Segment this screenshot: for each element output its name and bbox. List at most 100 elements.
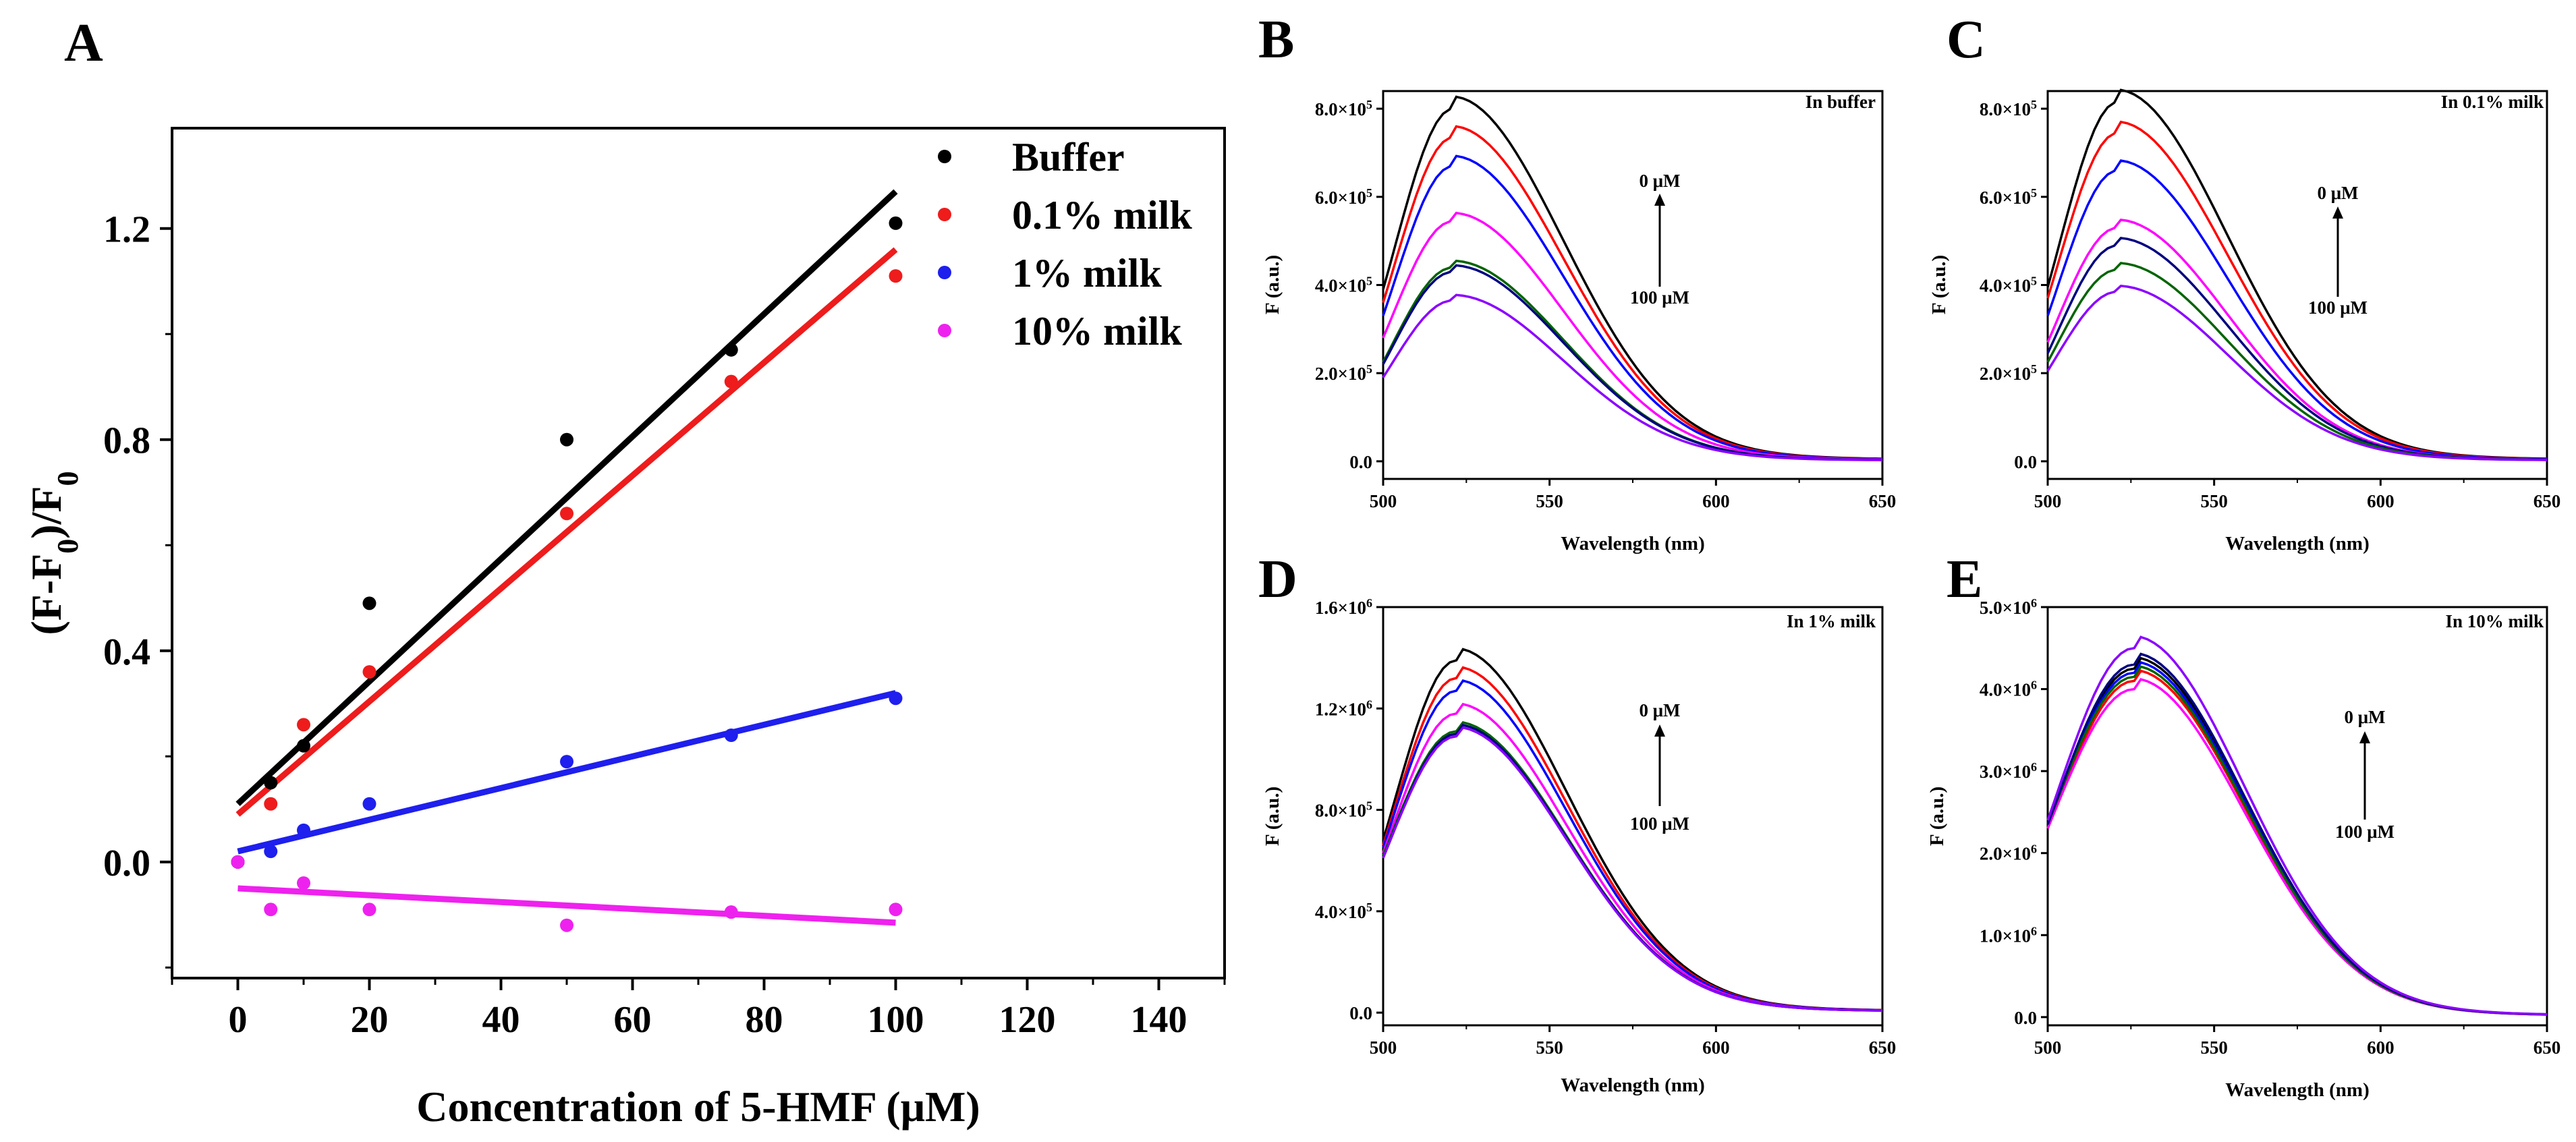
panel-a-ytick-label: 0.8	[103, 420, 150, 462]
panel-a-xtick-label: 80	[746, 999, 783, 1041]
panel-a-data-point	[297, 739, 310, 753]
panel-d-ytick-label: 4.0×105	[1315, 901, 1372, 922]
panel-c-xtick-label: 500	[2034, 491, 2062, 511]
panel-d-ytick-label: 1.2×106	[1315, 697, 1372, 719]
panel-a-fit-line	[235, 189, 898, 807]
panel-b-spectrum-line	[1382, 95, 1883, 460]
panel-d: D 500 550 600 650 0.0 4.0×105 8.0×105 1.2×106 1.…	[1258, 550, 1896, 1096]
panel-e-spectrum-line	[2046, 652, 2548, 1016]
panel-c-letter: C	[1947, 10, 1986, 69]
panel-a-data-point	[297, 876, 310, 890]
panel-a-xtick-label: 120	[999, 999, 1056, 1041]
panel-a-xtick-label: 40	[482, 999, 520, 1041]
panel-d-arrow-bottom-label: 100 μM	[1630, 813, 1689, 834]
panel-c-xlabel: Wavelength (nm)	[2225, 533, 2369, 554]
panel-a-legend-label: Buffer	[1012, 135, 1125, 179]
panel-e-xtick-label: 500	[2034, 1037, 2062, 1058]
panel-c-ytick-label: 4.0×105	[1980, 275, 2037, 296]
panel-b-arrow-head-icon	[1654, 194, 1665, 206]
panel-d-spectrum-line	[1382, 702, 1883, 1012]
panel-a-data-point	[231, 855, 245, 869]
panel-a-letter: A	[64, 13, 103, 73]
panel-a-data-point	[889, 216, 903, 230]
panel-a-legend-label: 10% milk	[1012, 309, 1182, 353]
panel-a-fit-line	[235, 247, 898, 817]
panel-e-spectrum-line	[2046, 665, 2548, 1016]
panel-d-ytick-label: 0.0	[1349, 1003, 1372, 1023]
panel-b: B 500 550 600 650 0.0 2.0×105 4.0×105 6.0×105 8.…	[1258, 10, 1896, 554]
panel-d-letter: D	[1258, 550, 1297, 609]
panel-b-ytick-label: 0.0	[1349, 452, 1372, 472]
panel-b-annotation: In buffer	[1805, 92, 1876, 112]
panel-d-spectrum-line	[1382, 723, 1883, 1012]
panel-c-xtick-label: 650	[2533, 491, 2561, 511]
panel-c-spectrum-line	[2046, 219, 2548, 461]
panel-a-data-point	[560, 432, 573, 447]
panel-b-ytick-label: 8.0×105	[1315, 98, 1372, 119]
panel-c-annotation: In 0.1% milk	[2441, 92, 2544, 112]
panel-e-annotation: In 10% milk	[2445, 611, 2544, 631]
panel-e-letter: E	[1947, 550, 1982, 609]
panel-b-spectrum-line	[1382, 293, 1883, 461]
panel-c-spectrum-line	[2046, 88, 2548, 460]
panel-e: E 500 550 600 650 0.0 1.0×106 2.0×106 3.0×106 4.…	[1926, 550, 2560, 1101]
panel-d-ylabel: F (a.u.)	[1262, 787, 1283, 846]
panel-d-spectrum-line	[1382, 721, 1883, 1012]
panel-c: C 500 550 600 650 0.0 2.0×105 4.0×105 6.0×105 8.…	[1928, 10, 2560, 554]
panel-a-data-point	[560, 507, 573, 521]
panel-b-xtick-label: 650	[1869, 491, 1897, 511]
panel-d-xtick-label: 650	[1869, 1037, 1897, 1058]
panel-d-arrow-head-icon	[1654, 724, 1665, 737]
panel-c-xtick-label: 550	[2200, 491, 2228, 511]
panel-a-xtick-label: 20	[351, 999, 389, 1041]
panel-d-spectrum-line	[1382, 726, 1883, 1012]
panel-a-data-point	[560, 918, 573, 932]
panel-b-ytick-label: 6.0×105	[1315, 186, 1372, 208]
panel-e-ylabel: F (a.u.)	[1926, 787, 1948, 846]
panel-a-ytick-label: 0.4	[103, 631, 150, 673]
panel-b-xtick-label: 600	[1702, 491, 1730, 511]
panel-b-ytick-label: 4.0×105	[1315, 275, 1372, 296]
panel-d-ytick-label: 8.0×105	[1315, 799, 1372, 821]
panel-a-data-point	[724, 374, 738, 389]
panel-e-xtick-label: 650	[2533, 1037, 2561, 1058]
panel-e-ytick-label: 0.0	[2014, 1008, 2037, 1028]
panel-a-data-point	[297, 718, 310, 732]
panel-d-xtick-label: 500	[1370, 1037, 1397, 1058]
panel-b-xtick-label: 500	[1370, 491, 1397, 511]
panel-a-legend-marker	[938, 208, 951, 221]
panel-a: A 0 20 40 60 80 100 120 140 0.0 0.4 0.8 1.2 Buffer…	[22, 13, 1226, 1131]
panel-a-xtick-label: 0	[229, 999, 248, 1041]
panel-e-spectrum-line	[2046, 660, 2548, 1016]
panel-b-arrow-bottom-label: 100 μM	[1630, 287, 1689, 308]
panel-a-data-point	[889, 691, 903, 706]
panel-a-legend-label: 1% milk	[1012, 251, 1162, 295]
panel-e-spectrum-line	[2046, 669, 2548, 1016]
panel-c-ytick-label: 8.0×105	[1980, 98, 2037, 119]
panel-a-legend-label: 0.1% milk	[1012, 193, 1192, 237]
panel-d-spectrum-line	[1382, 666, 1883, 1012]
panel-e-xtick-label: 550	[2200, 1037, 2228, 1058]
panel-a-xlabel: Concentration of 5-HMF (μM)	[416, 1083, 980, 1131]
panel-e-spectrum-line	[2046, 656, 2548, 1016]
panel-a-xtick-label: 140	[1131, 999, 1187, 1041]
panel-a-data-point	[560, 755, 573, 769]
panel-d-annotation: In 1% milk	[1787, 611, 1876, 631]
panel-a-ytick-label: 0.0	[103, 843, 150, 884]
panel-a-data-point	[264, 845, 278, 859]
panel-a-data-point	[889, 269, 903, 283]
panel-d-arrow-top-label: 0 μM	[1639, 700, 1680, 720]
panel-b-frame	[1382, 90, 1884, 480]
panel-a-legend-marker	[938, 150, 951, 163]
panel-a-ytick-label: 1.2	[103, 209, 150, 251]
panel-b-ytick-label: 2.0×105	[1315, 362, 1372, 384]
panel-e-spectrum-line	[2046, 677, 2548, 1016]
panel-c-ytick-label: 0.0	[2014, 452, 2037, 472]
panel-a-legend-marker	[938, 266, 951, 279]
panel-d-ytick-label: 1.6×106	[1315, 596, 1372, 618]
panel-a-data-point	[362, 797, 376, 811]
panel-d-xtick-label: 550	[1536, 1037, 1563, 1058]
panel-c-ytick-label: 6.0×105	[1980, 186, 2037, 208]
panel-a-data-point	[264, 776, 278, 790]
